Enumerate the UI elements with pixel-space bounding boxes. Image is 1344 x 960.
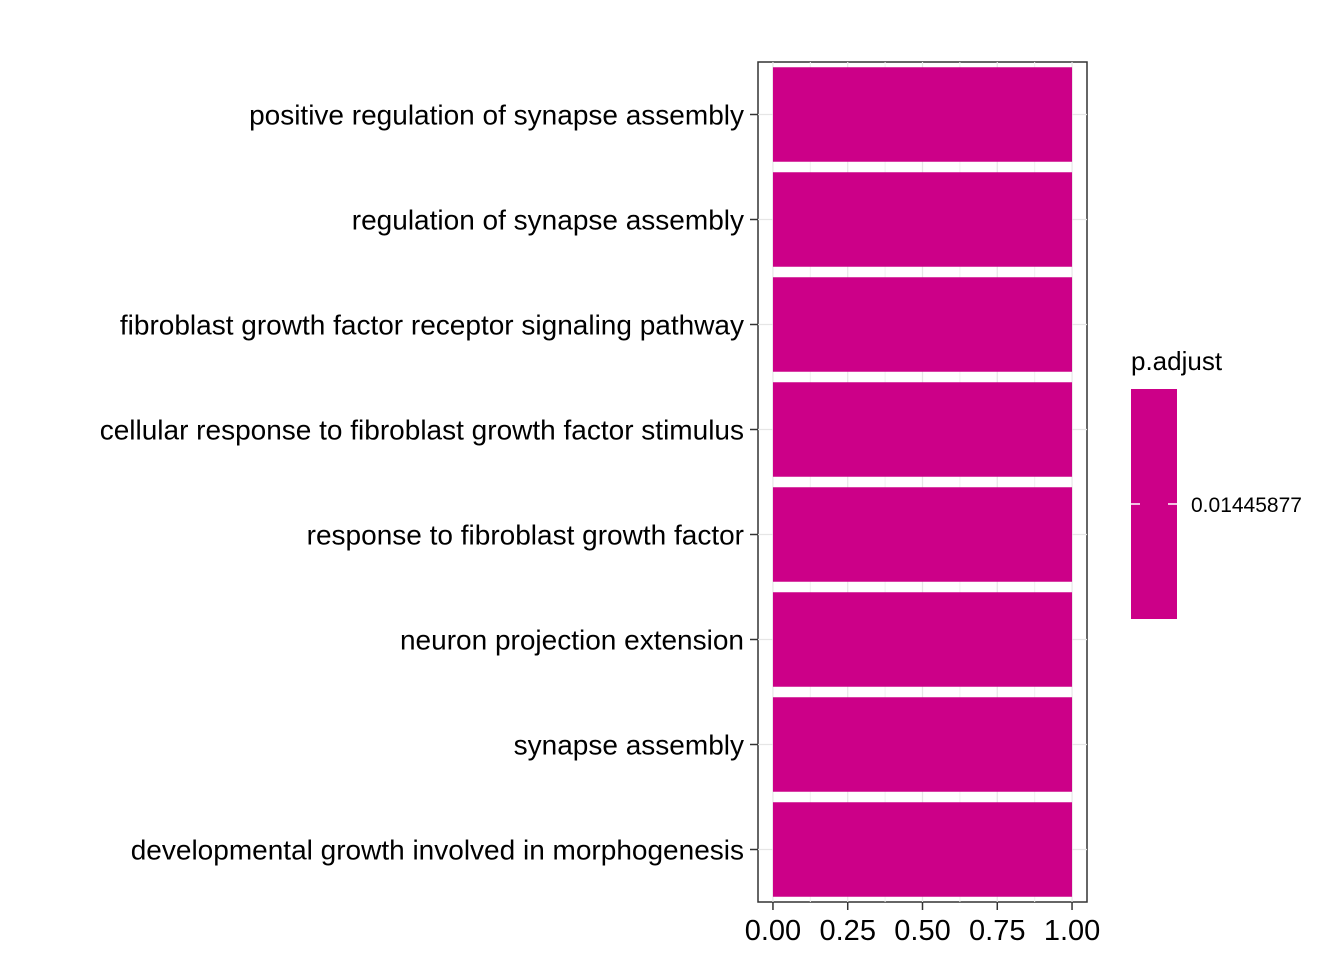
x-tick-label-2: 0.50 bbox=[894, 915, 950, 947]
bar-7 bbox=[772, 802, 1073, 897]
bar-6 bbox=[772, 697, 1073, 792]
legend: p.adjust 0.01445877 bbox=[1131, 346, 1302, 619]
x-tick-label-0: 0.00 bbox=[745, 915, 801, 947]
bar-3 bbox=[772, 382, 1073, 477]
x-tick-label-4: 1.00 bbox=[1044, 915, 1100, 947]
category-labels: positive regulation of synapse assembly r… bbox=[100, 100, 758, 866]
bars bbox=[772, 67, 1073, 897]
category-label-0: positive regulation of synapse assembly bbox=[249, 100, 744, 131]
bar-5 bbox=[772, 592, 1073, 687]
bar-1 bbox=[772, 172, 1073, 267]
legend-title: p.adjust bbox=[1131, 346, 1223, 376]
category-label-2: fibroblast growth factor receptor signal… bbox=[120, 310, 744, 341]
category-label-4: response to fibroblast growth factor bbox=[307, 520, 744, 551]
category-label-1: regulation of synapse assembly bbox=[352, 205, 744, 236]
category-label-5: neuron projection extension bbox=[400, 625, 744, 656]
category-label-6: synapse assembly bbox=[514, 730, 744, 761]
category-label-7: developmental growth involved in morphog… bbox=[131, 835, 744, 866]
x-tick-label-3: 0.75 bbox=[969, 915, 1025, 947]
bar-4 bbox=[772, 487, 1073, 582]
bar-0 bbox=[772, 67, 1073, 162]
x-tick-label-1: 0.25 bbox=[820, 915, 876, 947]
x-axis: 0.00 0.25 0.50 0.75 1.00 bbox=[745, 902, 1100, 947]
bar-2 bbox=[772, 277, 1073, 372]
category-label-3: cellular response to fibroblast growth f… bbox=[100, 415, 744, 446]
legend-value-label: 0.01445877 bbox=[1191, 494, 1302, 517]
